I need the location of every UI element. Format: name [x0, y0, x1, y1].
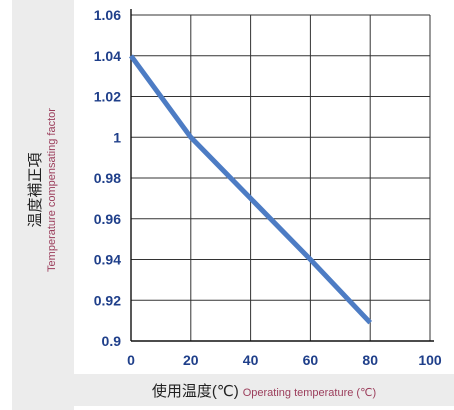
ylabel-panel: [12, 0, 74, 410]
series-line: [128, 54, 373, 325]
x-axis-label: 使用温度(℃) Operating temperature (℃): [74, 380, 454, 402]
axes: [130, 9, 434, 342]
y-tick-label: 1.06: [94, 7, 121, 23]
y-tick-label: 0.96: [94, 211, 121, 227]
xlabel-panel: [12, 374, 454, 406]
x-tick-label: 60: [303, 352, 319, 368]
x-axis-label-jp: 使用温度(℃): [151, 383, 239, 400]
series-layer: [128, 54, 373, 325]
y-tick-label: 0.9: [102, 333, 122, 349]
y-tick-label: 0.94: [94, 252, 121, 268]
y-tick-label: 1.04: [94, 48, 121, 64]
grid: [131, 14, 431, 341]
y-tick-label: 0.98: [94, 170, 121, 186]
x-axis-label-en: Operating temperature (℃): [242, 387, 377, 399]
x-tick-label: 100: [418, 352, 442, 368]
x-tick-label: 40: [243, 352, 259, 368]
x-tick-label: 80: [362, 352, 378, 368]
y-tick-labels: 0.9 0.92 0.94 0.96 0.98 1 1.02 1.04 1.06: [94, 7, 121, 349]
x-tick-label: 0: [127, 352, 135, 368]
x-tick-labels: 0 20 40 60 80 100: [127, 352, 442, 368]
x-tick-label: 20: [183, 352, 199, 368]
y-tick-label: 1.02: [94, 89, 121, 105]
y-tick-label: 0.92: [94, 292, 121, 308]
y-tick-label: 1: [113, 129, 121, 145]
